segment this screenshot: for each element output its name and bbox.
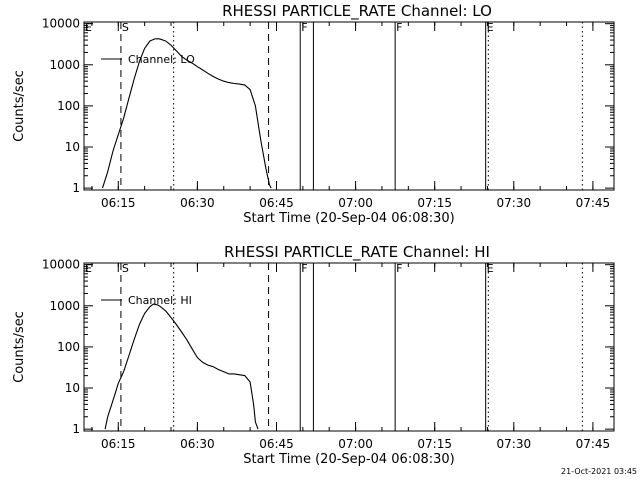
plot-frame <box>83 21 615 191</box>
x-tick-label: 07:00 <box>338 437 373 451</box>
y-tick-label: 1000 <box>49 299 80 313</box>
chart-panel-hi: RHESSI PARTICLE_RATE Channel: HI 06:15 06:… <box>12 243 615 467</box>
x-tick-label: 07:15 <box>417 437 452 451</box>
footer-timestamp: 21-Oct-2021 03:45 <box>561 467 637 476</box>
y-tick-label: 100 <box>57 340 80 354</box>
y-tick-label: 10 <box>65 381 80 395</box>
chart-panel-lo: RHESSI PARTICLE_RATE Channel: LO 06:15 06:… <box>12 2 615 226</box>
y-tick-label: 1000 <box>49 58 80 72</box>
y-axis-label: Counts/sec <box>12 311 27 383</box>
x-tick-label: 07:45 <box>576 196 611 210</box>
plot-frame <box>83 262 615 432</box>
legend-label: Channel: HI <box>128 294 192 307</box>
x-tick-label: 06:15 <box>101 196 136 210</box>
y-tick-label: 10000 <box>42 258 80 272</box>
y-axis-label: Counts/sec <box>12 70 27 142</box>
event-flag-label: S <box>122 21 129 34</box>
event-flag-label: F <box>396 262 402 275</box>
y-tick-label: 10 <box>65 140 80 154</box>
x-axis-label: Start Time (20-Sep-04 06:08:30) <box>243 452 454 467</box>
y-tick-label: 100 <box>57 99 80 113</box>
event-flag-label: E <box>487 262 494 275</box>
chart-title: RHESSI PARTICLE_RATE Channel: LO <box>222 2 492 21</box>
event-flag-label: F <box>396 21 402 34</box>
series-line <box>101 38 272 189</box>
x-tick-label: 07:30 <box>497 196 532 210</box>
y-tick-label: 1 <box>72 422 80 436</box>
x-tick-label: 06:30 <box>180 196 215 210</box>
event-flag-label: S <box>122 262 129 275</box>
x-tick-label: 06:45 <box>259 437 294 451</box>
x-tick-label: 06:45 <box>259 196 294 210</box>
y-tick-label: 1 <box>72 181 80 195</box>
x-tick-label: 07:45 <box>576 437 611 451</box>
x-axis-label: Start Time (20-Sep-04 06:08:30) <box>243 211 454 226</box>
x-tick-label: 06:30 <box>180 437 215 451</box>
x-tick-label: 07:00 <box>338 196 373 210</box>
event-flag-label: F <box>301 262 307 275</box>
series-line <box>104 303 259 430</box>
event-flag-label: E <box>487 21 494 34</box>
event-flag-label: F <box>301 21 307 34</box>
x-tick-label: 07:15 <box>417 196 452 210</box>
x-tick-label: 06:15 <box>101 437 136 451</box>
x-tick-label: 07:30 <box>497 437 532 451</box>
edge-flag-label: E <box>85 21 92 34</box>
edge-flag-label: E <box>85 262 92 275</box>
legend-label: Channel: LO <box>128 53 195 66</box>
y-tick-label: 10000 <box>42 17 80 31</box>
chart-title: RHESSI PARTICLE_RATE Channel: HI <box>224 243 490 262</box>
